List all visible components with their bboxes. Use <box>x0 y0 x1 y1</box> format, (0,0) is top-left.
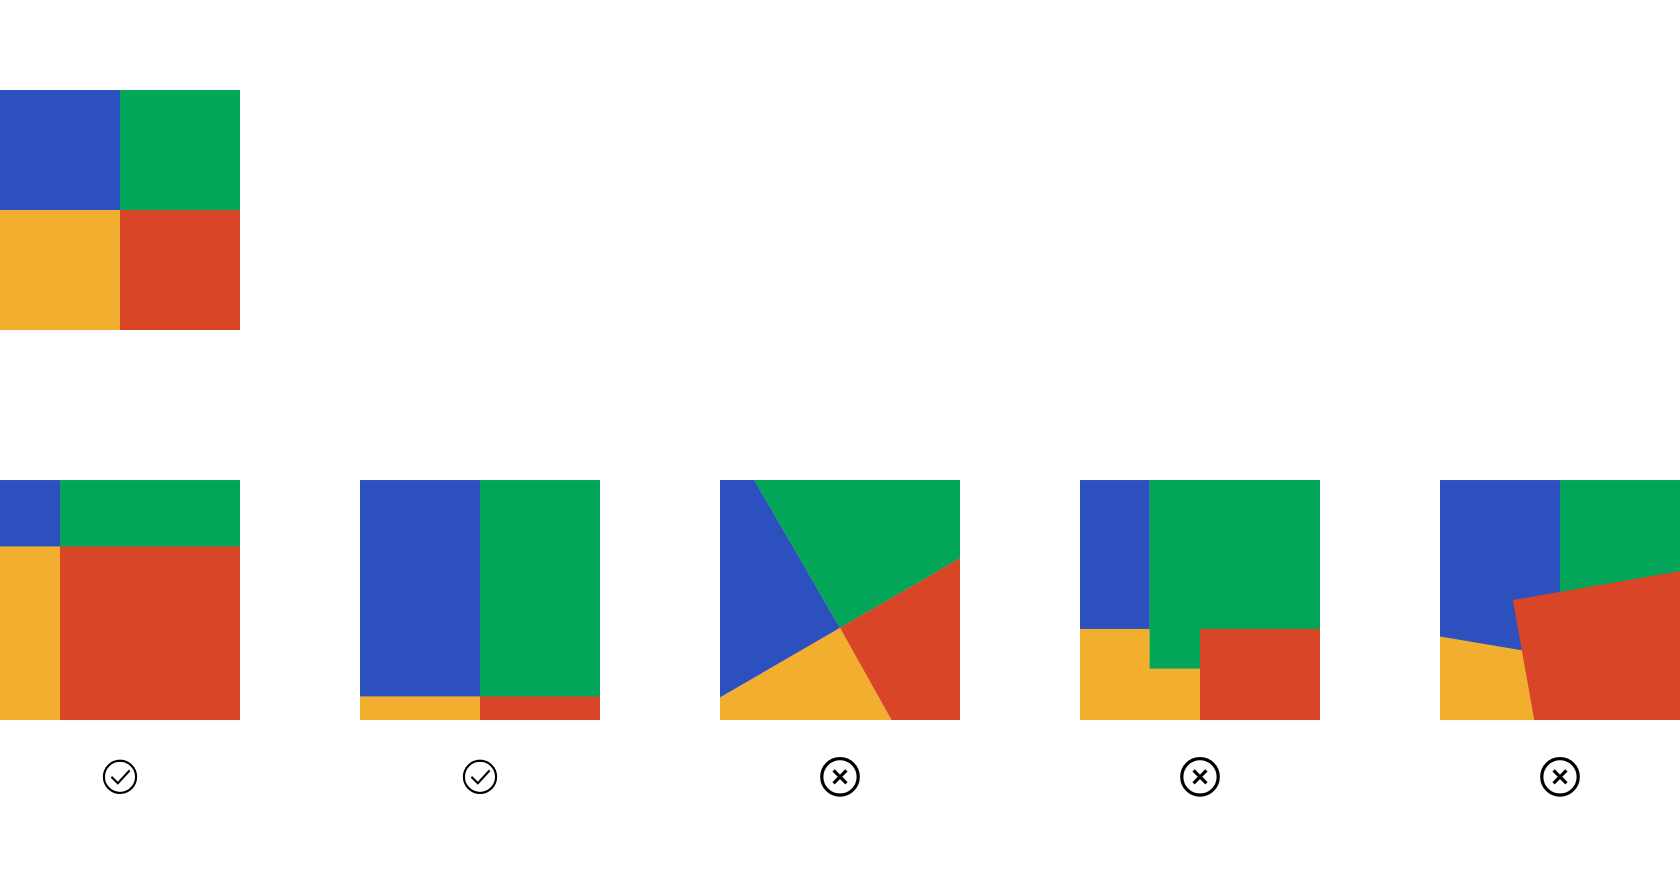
variant-tilted <box>1440 480 1680 721</box>
red-quadrant <box>1512 571 1680 721</box>
original-square <box>0 90 240 331</box>
yellow-quadrant <box>0 210 120 331</box>
variant-resized <box>0 480 240 721</box>
blue-quadrant <box>0 480 60 547</box>
status-icons <box>102 757 1580 797</box>
cross-icon <box>1180 757 1220 797</box>
yellow-quadrant <box>360 696 480 721</box>
check-icon <box>102 759 138 794</box>
blue-quadrant <box>720 480 840 698</box>
variant-shifted <box>1080 480 1320 721</box>
cross-icon <box>1540 757 1580 797</box>
green-quadrant <box>60 480 240 547</box>
red-quadrant <box>840 558 960 721</box>
green-quadrant <box>120 90 240 211</box>
blue-quadrant <box>360 480 480 697</box>
blue-quadrant <box>1080 480 1150 629</box>
blue-quadrant <box>0 90 120 211</box>
red-quadrant <box>120 210 240 331</box>
variant-rotated <box>720 480 960 721</box>
green-quadrant <box>480 480 600 697</box>
red-quadrant <box>60 546 240 721</box>
check-icon <box>462 759 498 794</box>
yellow-quadrant <box>1440 636 1535 721</box>
green-quadrant <box>1149 480 1320 669</box>
red-quadrant <box>1200 628 1320 721</box>
cross-icon <box>820 757 860 797</box>
yellow-quadrant <box>0 546 60 721</box>
variant-tall <box>360 480 600 721</box>
yellow-quadrant <box>720 627 892 721</box>
green-quadrant <box>754 480 960 628</box>
red-quadrant <box>480 696 600 721</box>
